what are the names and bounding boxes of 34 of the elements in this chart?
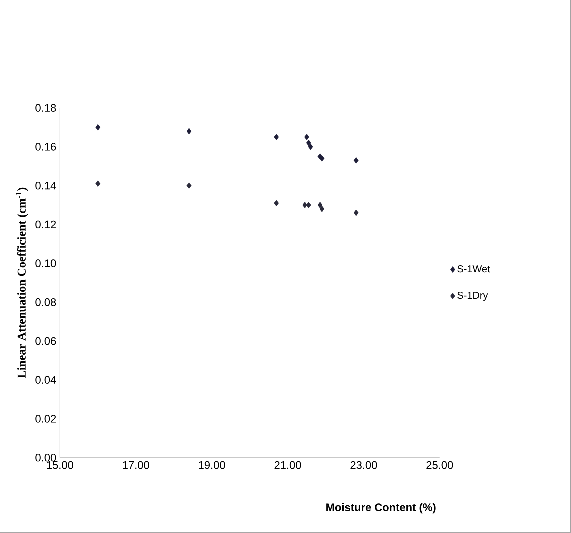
y-tick-label: 0.08 [36, 298, 56, 306]
x-tick-label: 25.00 [426, 461, 454, 470]
point [306, 202, 312, 208]
y-tick-label: 0.10 [36, 260, 56, 268]
point [304, 134, 310, 140]
y-tick-label: 0.16 [36, 143, 56, 151]
y-axis-title: Linear Attenuation Coefficient (cm$^{-1}$) [16, 188, 28, 378]
point [96, 180, 101, 188]
y-tick-label: 0.06 [36, 337, 56, 346]
point [354, 157, 359, 164]
x-tick-label: 17.00 [123, 461, 150, 470]
x-tick-label: 21.00 [274, 461, 302, 470]
y-tick-label: 0.00 [36, 454, 56, 462]
point [318, 202, 323, 208]
x-axis-title: Moisture Content (%) [326, 503, 436, 514]
y-tick-label: 0.14 [36, 182, 56, 190]
y-tick-label: 0.02 [36, 415, 56, 423]
y-tick-label: 0.04 [36, 376, 56, 384]
y-tick-label: 0.12 [36, 220, 56, 229]
point [274, 200, 280, 207]
point [354, 210, 359, 216]
x-tick-label: 15.00 [47, 461, 74, 470]
point [186, 128, 192, 135]
legend-label: S-1Dry [458, 292, 488, 302]
x-tick-label: 23.00 [350, 461, 378, 470]
point [186, 182, 192, 190]
point [320, 206, 325, 212]
point [96, 124, 101, 131]
x-tick-label: 19.00 [199, 461, 226, 470]
point [308, 144, 314, 150]
point [274, 134, 280, 140]
y-tick-label: 0.18 [36, 104, 56, 112]
legend-label: S-1Wet [458, 266, 490, 273]
point [306, 140, 312, 146]
